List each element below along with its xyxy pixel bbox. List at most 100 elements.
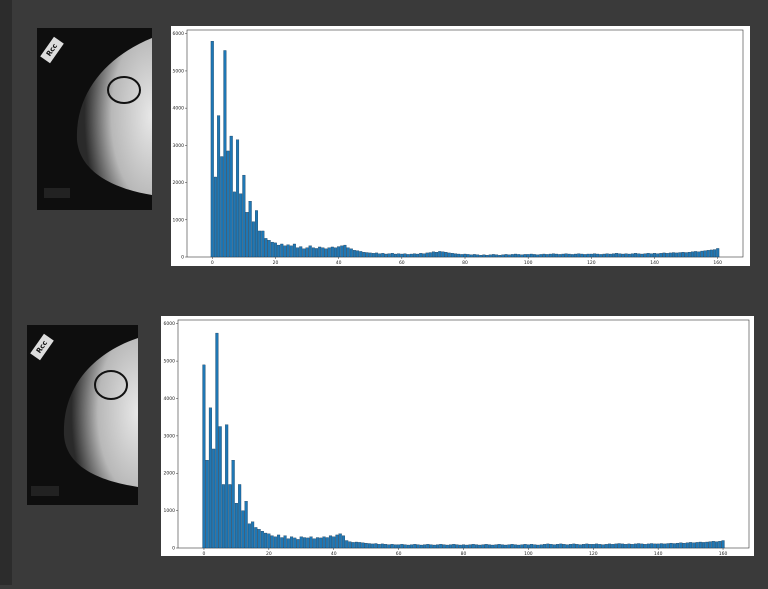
- bar: [593, 254, 596, 257]
- bar: [400, 254, 403, 257]
- bar: [608, 544, 611, 548]
- bar: [587, 254, 590, 257]
- bar: [252, 222, 255, 257]
- bar: [220, 157, 223, 257]
- bar: [543, 254, 546, 257]
- bar: [296, 248, 299, 257]
- bar: [340, 246, 343, 257]
- bar: [676, 543, 679, 548]
- bar: [650, 254, 653, 257]
- bar: [517, 254, 520, 257]
- bar: [697, 252, 700, 257]
- bar: [271, 242, 274, 257]
- bar: [353, 250, 356, 257]
- bar: [423, 254, 426, 257]
- bar: [678, 253, 681, 257]
- bar: [596, 254, 599, 257]
- bar: [325, 249, 328, 257]
- bar: [514, 545, 517, 548]
- bar: [261, 231, 264, 257]
- bar: [242, 511, 245, 548]
- bar: [290, 246, 293, 257]
- bar: [313, 539, 316, 548]
- bar: [533, 545, 536, 548]
- mammogram: Rcc: [27, 325, 138, 505]
- bar: [299, 247, 302, 257]
- bar: [527, 545, 530, 548]
- bar: [707, 250, 710, 257]
- bar: [704, 251, 707, 257]
- bar: [345, 541, 348, 548]
- bar: [694, 251, 697, 257]
- bar: [634, 544, 637, 548]
- bar: [261, 531, 264, 548]
- bar: [470, 255, 473, 257]
- bar: [429, 253, 432, 257]
- bar: [248, 524, 251, 548]
- bar: [517, 545, 520, 548]
- bar: [716, 248, 719, 257]
- bar: [609, 254, 612, 257]
- bar: [615, 544, 618, 548]
- bar: [582, 544, 585, 548]
- bar: [332, 537, 335, 548]
- bar: [612, 254, 615, 257]
- bar: [268, 240, 271, 257]
- bar: [628, 254, 631, 257]
- bar: [265, 238, 268, 257]
- bar: [337, 247, 340, 257]
- bar: [504, 545, 507, 548]
- bar: [388, 254, 391, 257]
- bar: [537, 545, 540, 548]
- bar: [456, 545, 459, 548]
- bar: [457, 254, 460, 257]
- bar: [293, 244, 296, 257]
- chart-panel: [161, 316, 754, 556]
- bar: [321, 248, 324, 257]
- bar: [653, 253, 656, 257]
- bar: [235, 503, 238, 548]
- bar: [212, 449, 215, 548]
- bar: [701, 251, 704, 257]
- bar: [309, 246, 312, 257]
- bar: [521, 545, 524, 548]
- bar: [465, 545, 468, 548]
- bar: [438, 251, 441, 257]
- bar: [267, 534, 270, 548]
- bar: [683, 543, 686, 548]
- bar: [628, 544, 631, 548]
- bar: [637, 544, 640, 548]
- bar: [559, 544, 562, 548]
- bar: [448, 253, 451, 257]
- bar: [605, 544, 608, 548]
- y-tick-label: 0: [181, 255, 184, 261]
- bar: [540, 545, 543, 548]
- bar: [644, 544, 647, 548]
- bar: [631, 254, 634, 257]
- bar: [306, 248, 309, 257]
- bar: [315, 248, 318, 257]
- y-tick-label: 6000: [164, 321, 176, 327]
- bar: [287, 539, 290, 548]
- bar: [417, 545, 420, 548]
- y-tick-label: 0: [172, 546, 175, 552]
- bar: [565, 254, 568, 257]
- bar: [710, 250, 713, 257]
- bar: [508, 255, 511, 257]
- bar: [284, 536, 287, 548]
- bar: [550, 544, 553, 548]
- bar: [232, 460, 235, 548]
- bar: [585, 544, 588, 548]
- bar: [647, 253, 650, 257]
- bar: [378, 254, 381, 257]
- bar: [382, 253, 385, 257]
- bar: [685, 253, 688, 257]
- bar: [290, 537, 293, 548]
- bar: [672, 253, 675, 257]
- x-tick-label: 140: [654, 551, 663, 557]
- bar: [284, 246, 287, 257]
- bar: [691, 252, 694, 257]
- bar: [339, 534, 342, 548]
- bar: [328, 248, 331, 257]
